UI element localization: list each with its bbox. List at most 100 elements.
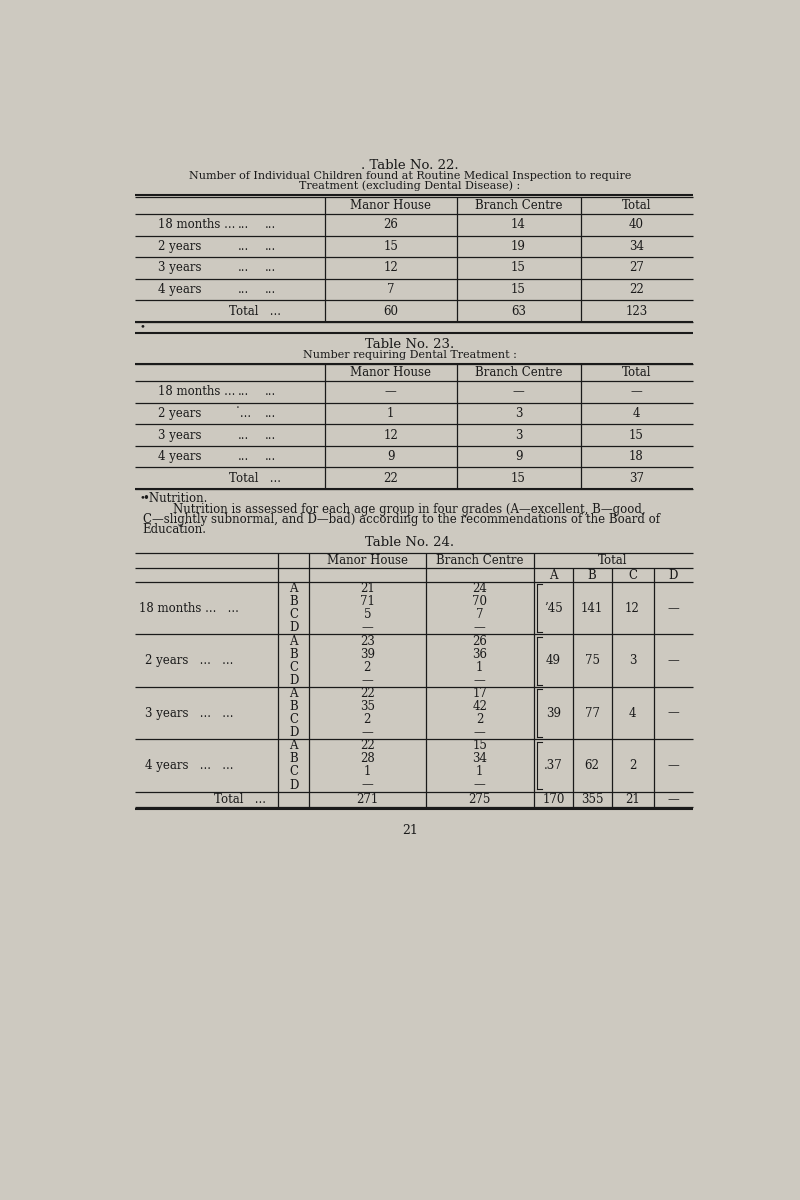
Text: 3: 3: [514, 407, 522, 420]
Text: —: —: [362, 622, 374, 635]
Text: 1: 1: [364, 766, 371, 779]
Text: Total   ...: Total ...: [214, 793, 266, 805]
Text: 170: 170: [542, 793, 565, 805]
Text: B: B: [290, 752, 298, 766]
Text: Total: Total: [598, 554, 628, 568]
Text: 36: 36: [472, 648, 487, 661]
Text: 17: 17: [472, 686, 487, 700]
Text: 15: 15: [511, 262, 526, 275]
Text: 3 years: 3 years: [158, 262, 202, 275]
Text: —: —: [668, 707, 679, 720]
Text: 49: 49: [546, 654, 561, 667]
Text: ...: ...: [265, 240, 276, 253]
Text: 14: 14: [511, 218, 526, 232]
Text: 275: 275: [469, 793, 491, 805]
Text: 4 years: 4 years: [158, 283, 202, 296]
Text: —: —: [385, 385, 397, 398]
Text: D: D: [289, 674, 298, 686]
Text: 22: 22: [360, 686, 374, 700]
Text: ...: ...: [265, 428, 276, 442]
Text: A: A: [290, 686, 298, 700]
Text: —: —: [362, 779, 374, 792]
Text: .37: .37: [544, 758, 562, 772]
Text: D: D: [289, 779, 298, 792]
Text: ˙...: ˙...: [235, 407, 252, 420]
Text: 75: 75: [585, 654, 600, 667]
Text: 3 years   ...   ...: 3 years ... ...: [145, 707, 234, 720]
Text: A: A: [290, 582, 298, 595]
Text: Manor House: Manor House: [350, 366, 431, 379]
Text: Total: Total: [622, 366, 651, 379]
Text: —: —: [474, 726, 486, 739]
Text: 4 years: 4 years: [158, 450, 202, 463]
Text: 2: 2: [364, 661, 371, 673]
Text: ’45: ’45: [544, 602, 562, 614]
Text: 3: 3: [514, 428, 522, 442]
Text: 12: 12: [383, 262, 398, 275]
Text: C—slightly subnormal, and D—bad) according to the recommendations of the Board o: C—slightly subnormal, and D—bad) accordi…: [142, 514, 660, 527]
Text: 42: 42: [472, 700, 487, 713]
Text: 9: 9: [514, 450, 522, 463]
Text: 27: 27: [629, 262, 644, 275]
Text: 37: 37: [629, 472, 644, 485]
Text: —: —: [362, 726, 374, 739]
Text: Table No. 23.: Table No. 23.: [366, 337, 454, 350]
Text: Treatment (excluding Dental Disease) :: Treatment (excluding Dental Disease) :: [299, 180, 521, 191]
Text: •: •: [140, 493, 146, 502]
Text: 70: 70: [472, 595, 487, 608]
Text: ...: ...: [238, 450, 249, 463]
Text: 39: 39: [360, 648, 375, 661]
Text: 24: 24: [472, 582, 487, 595]
Text: —: —: [474, 779, 486, 792]
Text: Manor House: Manor House: [327, 554, 408, 568]
Text: —: —: [474, 622, 486, 635]
Text: 18 months ...: 18 months ...: [158, 218, 235, 232]
Text: 34: 34: [472, 752, 487, 766]
Text: 21: 21: [625, 793, 640, 805]
Text: 23: 23: [360, 635, 375, 648]
Text: Total: Total: [622, 199, 651, 212]
Text: —: —: [630, 385, 642, 398]
Text: 15: 15: [472, 739, 487, 752]
Text: C: C: [290, 713, 298, 726]
Text: 1: 1: [387, 407, 394, 420]
Text: 5: 5: [364, 608, 371, 622]
Text: 22: 22: [383, 472, 398, 485]
Text: Number requiring Dental Treatment :: Number requiring Dental Treatment :: [303, 350, 517, 360]
Text: ...: ...: [265, 407, 276, 420]
Text: 18 months ...: 18 months ...: [158, 385, 235, 398]
Text: 26: 26: [472, 635, 487, 648]
Text: B: B: [290, 700, 298, 713]
Text: 21: 21: [360, 582, 374, 595]
Text: ...: ...: [265, 385, 276, 398]
Text: D: D: [289, 726, 298, 739]
Text: —: —: [474, 674, 486, 686]
Text: A: A: [290, 739, 298, 752]
Text: 77: 77: [585, 707, 600, 720]
Text: Nutrition is assessed for each age group in four grades (A—excellent, B—good,: Nutrition is assessed for each age group…: [142, 503, 646, 516]
Text: —: —: [668, 793, 679, 805]
Text: 12: 12: [625, 602, 640, 614]
Text: ...: ...: [238, 240, 249, 253]
Text: ...: ...: [265, 218, 276, 232]
Text: 4: 4: [633, 407, 640, 420]
Text: 4 years   ...   ...: 4 years ... ...: [145, 758, 234, 772]
Text: Branch Centre: Branch Centre: [436, 554, 523, 568]
Text: 141: 141: [581, 602, 603, 614]
Text: 2 years: 2 years: [158, 240, 202, 253]
Text: 71: 71: [360, 595, 375, 608]
Text: 7: 7: [476, 608, 483, 622]
Text: —: —: [362, 674, 374, 686]
Text: 2 years: 2 years: [158, 407, 202, 420]
Text: 34: 34: [629, 240, 644, 253]
Text: 22: 22: [360, 739, 374, 752]
Text: ...: ...: [238, 262, 249, 275]
Text: 2 years   ...   ...: 2 years ... ...: [145, 654, 234, 667]
Text: 355: 355: [581, 793, 603, 805]
Text: 2: 2: [476, 713, 483, 726]
Text: ...: ...: [265, 262, 276, 275]
Text: Branch Centre: Branch Centre: [474, 199, 562, 212]
Text: B: B: [588, 569, 597, 582]
Text: Manor House: Manor House: [350, 199, 431, 212]
Text: ...: ...: [238, 428, 249, 442]
